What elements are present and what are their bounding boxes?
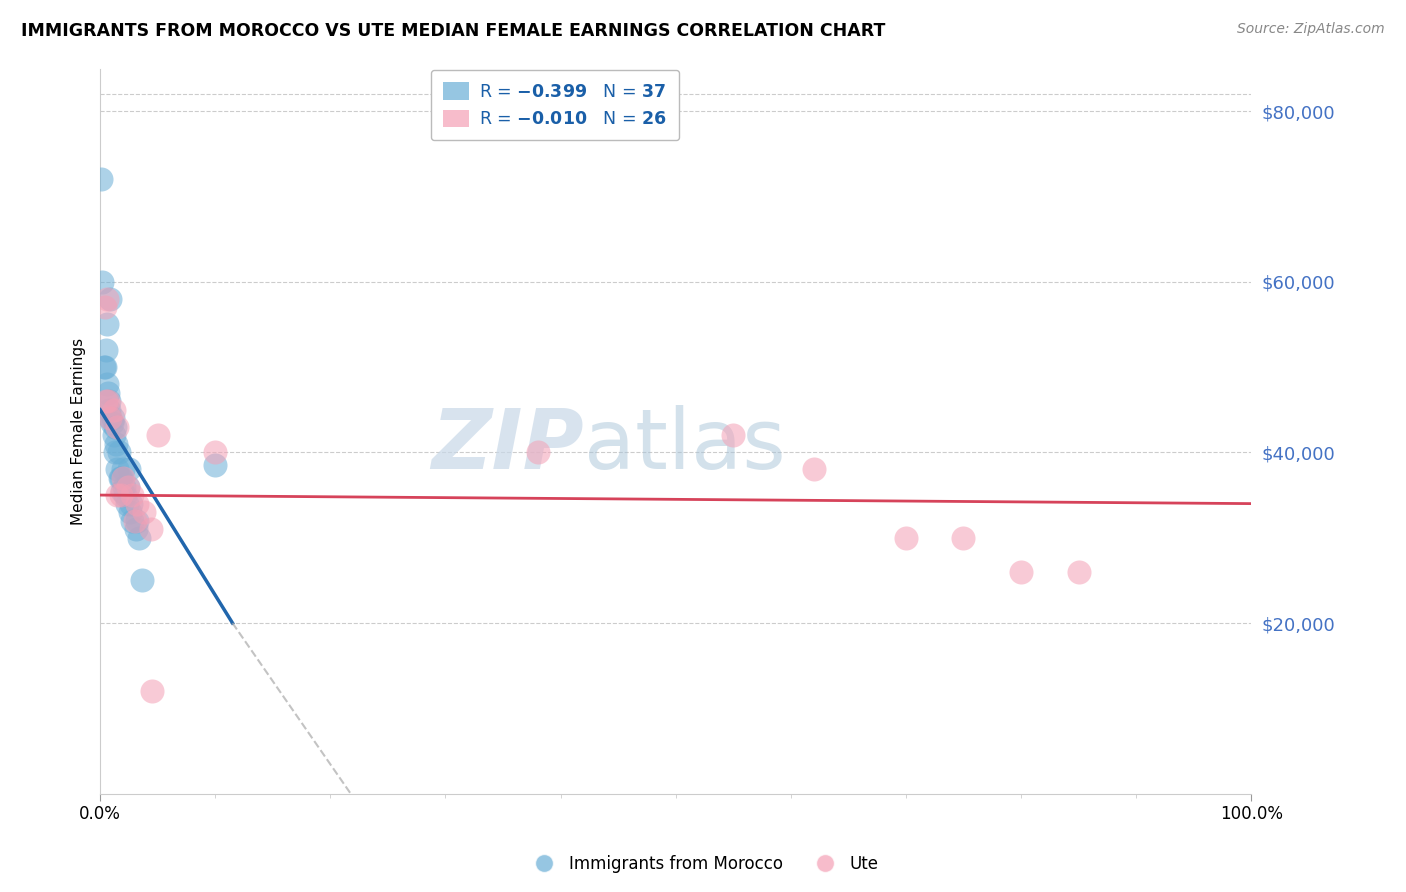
Legend: Immigrants from Morocco, Ute: Immigrants from Morocco, Ute <box>520 848 886 880</box>
Point <box>97 394 120 409</box>
Point <box>101 411 124 425</box>
Point <box>125 497 148 511</box>
Point <box>204 458 226 473</box>
Point <box>98 394 121 409</box>
Point <box>723 428 745 442</box>
Point <box>952 531 974 545</box>
Point <box>121 514 143 528</box>
Point <box>1010 565 1032 579</box>
Text: atlas: atlas <box>583 405 786 486</box>
Point <box>97 385 120 400</box>
Point <box>204 445 226 459</box>
Point <box>141 684 163 698</box>
Point <box>104 445 127 459</box>
Point <box>100 411 122 425</box>
Point <box>112 462 135 476</box>
Point <box>526 445 548 459</box>
Point <box>803 462 825 476</box>
Point <box>96 377 118 392</box>
Point <box>100 292 122 306</box>
Point <box>100 416 122 430</box>
Point <box>124 514 146 528</box>
Point <box>108 471 131 485</box>
Point <box>110 488 132 502</box>
Point <box>91 275 114 289</box>
Legend: R = $\mathbf{-0.399}$   N = $\mathbf{37}$, R = $\mathbf{-0.010}$   N = $\mathbf{: R = $\mathbf{-0.399}$ N = $\mathbf{37}$,… <box>430 70 679 140</box>
Text: IMMIGRANTS FROM MOROCCO VS UTE MEDIAN FEMALE EARNINGS CORRELATION CHART: IMMIGRANTS FROM MOROCCO VS UTE MEDIAN FE… <box>21 22 886 40</box>
Text: ZIP: ZIP <box>432 405 583 486</box>
Point <box>139 522 162 536</box>
Point <box>100 411 122 425</box>
Point <box>98 402 121 417</box>
Point <box>111 483 134 498</box>
Point <box>112 479 135 493</box>
Point <box>125 522 148 536</box>
Point <box>107 445 129 459</box>
Point <box>118 462 141 476</box>
Point <box>132 505 155 519</box>
Point <box>125 514 148 528</box>
Point <box>94 394 117 409</box>
Point <box>93 360 115 375</box>
Point <box>103 402 125 417</box>
Point <box>94 343 117 357</box>
Point <box>105 462 128 476</box>
Point <box>114 488 136 502</box>
Point <box>131 574 153 588</box>
Point <box>93 360 115 375</box>
Point <box>115 497 138 511</box>
Point <box>93 301 115 315</box>
Point <box>112 471 135 485</box>
Point <box>90 172 112 186</box>
Point <box>105 488 128 502</box>
Point <box>96 292 118 306</box>
Point <box>121 488 143 502</box>
Point <box>117 479 139 493</box>
Point <box>1067 565 1090 579</box>
Point <box>894 531 917 545</box>
Point <box>104 420 127 434</box>
Point <box>120 505 142 519</box>
Point <box>105 420 128 434</box>
Point <box>96 318 118 332</box>
Point <box>105 437 128 451</box>
Point <box>120 497 142 511</box>
Point <box>128 531 150 545</box>
Text: Source: ZipAtlas.com: Source: ZipAtlas.com <box>1237 22 1385 37</box>
Point <box>103 428 125 442</box>
Point <box>117 479 139 493</box>
Point <box>110 471 132 485</box>
Point <box>146 428 169 442</box>
Y-axis label: Median Female Earnings: Median Female Earnings <box>72 337 86 524</box>
